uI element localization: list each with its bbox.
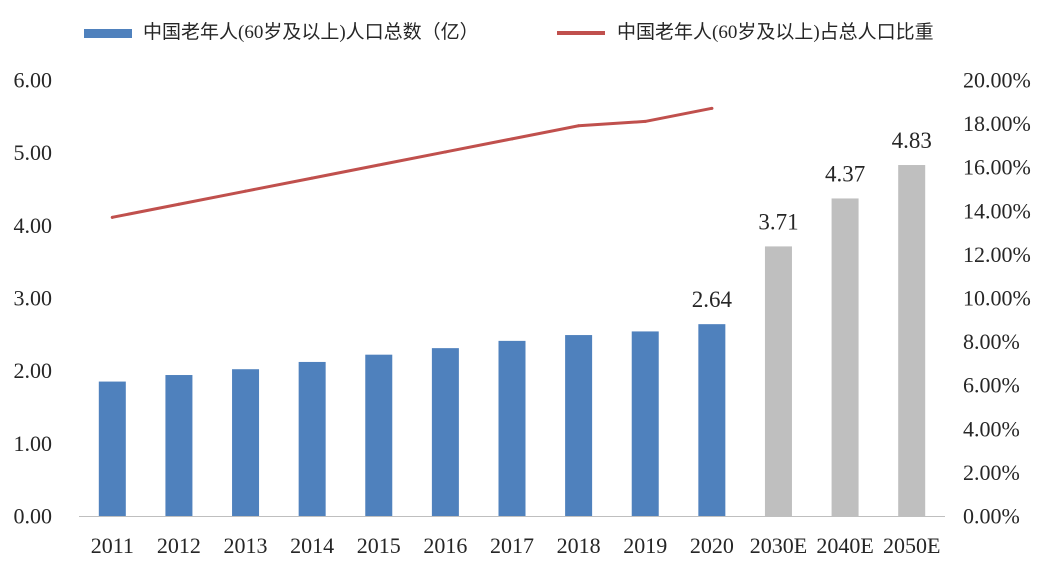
x-tick-label-2011: 2011 (91, 533, 134, 558)
data-label-2030E: 3.71 (758, 209, 798, 234)
bar-2040E (831, 198, 859, 517)
y-left-tick-label: 1.00 (14, 431, 53, 456)
x-axis: 2011 2012 2013 2014 2015 2016 2017 2018 2019 2020… (79, 516, 945, 558)
x-tick-label-2013: 2013 (224, 533, 268, 558)
x-tick-label-2014: 2014 (290, 533, 334, 558)
y-right-tick-label: 16.00% (963, 155, 1031, 180)
y-left-tick-label: 0.00 (14, 504, 53, 529)
y-right-tick-label: 20.00% (963, 68, 1031, 93)
line-share (110, 106, 714, 219)
legend: 中国老年人(60岁及以上)人口总数（亿） 中国老年人(60岁及以上)占总人口比重 (0, 0, 1050, 60)
y-axis-right: 0.00% 2.00% 4.00% 6.00% 8.00% 10.00% 12.00% 14.… (963, 68, 1031, 529)
x-tick-label-2012: 2012 (157, 533, 201, 558)
x-tick-label-2040E: 2040E (816, 533, 873, 558)
y-right-tick-label: 8.00% (963, 329, 1020, 354)
y-right-tick-label: 18.00% (963, 111, 1031, 136)
bar-2017 (498, 340, 526, 516)
y-right-tick-label: 2.00% (963, 460, 1020, 485)
legend-label-population: 中国老年人(60岁及以上)人口总数（亿） (143, 22, 479, 43)
line-point-2020 (710, 106, 714, 110)
y-right-tick-label: 6.00% (963, 373, 1020, 398)
line-series-share (110, 106, 714, 219)
x-tick-label-2015: 2015 (357, 533, 401, 558)
y-axis-left: 0.00 1.00 2.00 3.00 4.00 5.00 6.00 (14, 68, 53, 529)
y-left-tick-label: 3.00 (14, 286, 53, 311)
line-point-2012 (177, 202, 181, 206)
legend-swatch-population-bar (84, 29, 132, 38)
line-point-2017 (510, 137, 514, 141)
line-point-2013 (244, 189, 248, 193)
x-tick-label-2050E: 2050E (883, 533, 940, 558)
bar-2016 (431, 348, 459, 516)
data-label-2050E: 4.83 (892, 128, 932, 153)
line-point-2016 (443, 150, 447, 154)
y-left-tick-label: 5.00 (14, 140, 53, 165)
x-tick-label-2017: 2017 (490, 533, 534, 558)
y-right-tick-label: 4.00% (963, 416, 1020, 441)
line-point-2015 (377, 163, 381, 167)
data-label-2020: 2.64 (692, 287, 733, 312)
x-tick-label-2018: 2018 (557, 533, 601, 558)
bar-series-population (98, 165, 926, 517)
data-label-2040E: 4.37 (825, 161, 865, 186)
y-right-tick-label: 14.00% (963, 198, 1031, 223)
legend-label-share: 中国老年人(60岁及以上)占总人口比重 (617, 22, 934, 43)
y-left-tick-label: 6.00 (14, 68, 53, 93)
bar-2050E (898, 165, 926, 516)
bar-2014 (298, 361, 326, 516)
line-point-2018 (577, 124, 581, 128)
line-point-2019 (643, 119, 647, 123)
bar-2011 (98, 381, 126, 516)
y-left-tick-label: 4.00 (14, 213, 53, 238)
bar-2030E (764, 246, 792, 516)
bar-2013 (232, 369, 260, 516)
line-point-2014 (310, 176, 314, 180)
y-left-tick-label: 2.00 (14, 358, 53, 383)
y-right-tick-label: 10.00% (963, 286, 1031, 311)
bar-2018 (565, 335, 593, 516)
bar-2012 (165, 375, 193, 516)
bar-2020 (698, 324, 726, 516)
bar-2015 (365, 354, 393, 516)
y-right-tick-label: 0.00% (963, 504, 1020, 529)
data-labels: 2.64 3.71 4.37 4.83 (692, 128, 932, 312)
x-tick-label-2020: 2020 (690, 533, 734, 558)
x-tick-label-2030E: 2030E (750, 533, 807, 558)
y-right-tick-label: 12.00% (963, 242, 1031, 267)
x-tick-label-2016: 2016 (423, 533, 467, 558)
legend-swatch-share-line (557, 31, 605, 35)
bar-2019 (631, 331, 659, 516)
x-tick-label-2019: 2019 (623, 533, 667, 558)
line-point-2011 (110, 215, 114, 219)
